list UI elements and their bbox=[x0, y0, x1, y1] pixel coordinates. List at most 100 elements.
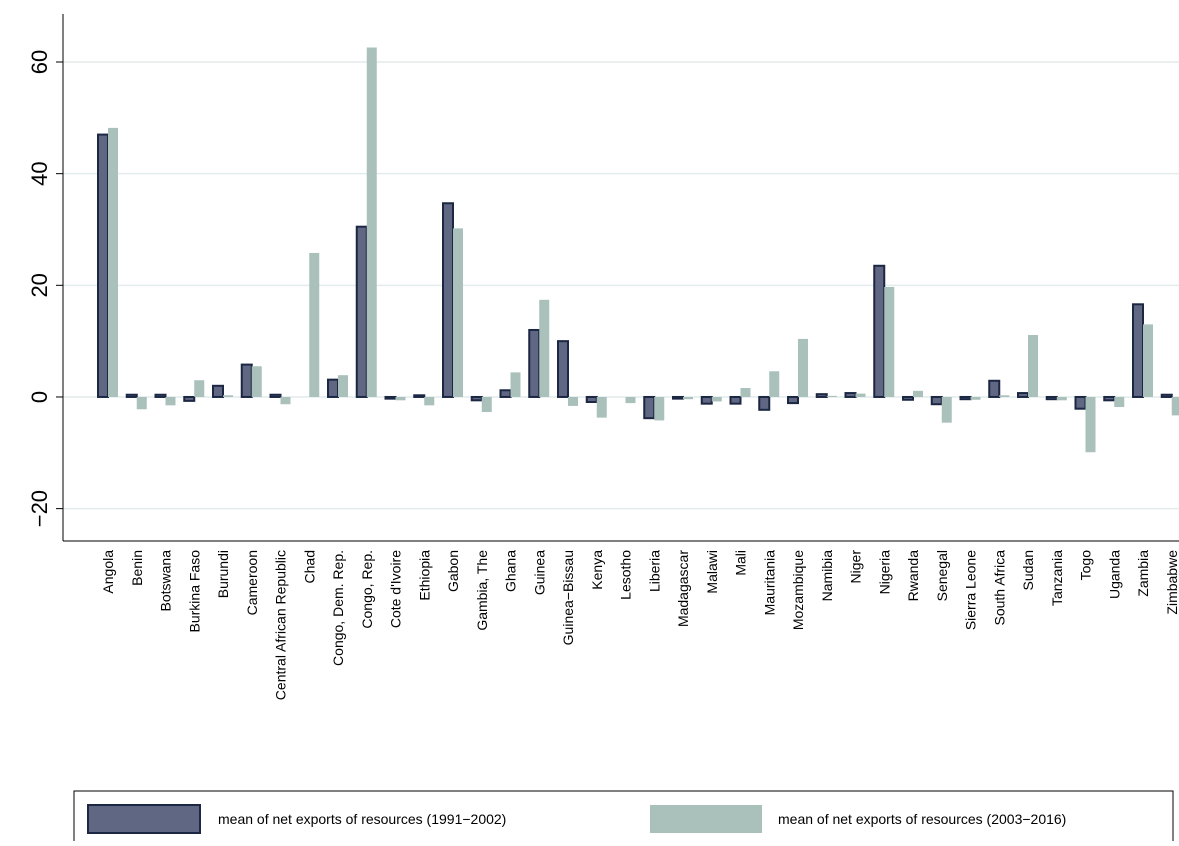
bar bbox=[568, 396, 578, 406]
bar bbox=[338, 375, 348, 397]
bar bbox=[787, 395, 799, 405]
bar bbox=[941, 396, 952, 423]
bar bbox=[1132, 303, 1144, 398]
bar bbox=[499, 389, 512, 398]
x-tick-label: Zimbabwe bbox=[1164, 550, 1179, 615]
bar bbox=[902, 395, 914, 401]
x-tick-label: Togo bbox=[1078, 550, 1094, 581]
x-tick-label: South Africa bbox=[991, 550, 1007, 626]
bar bbox=[625, 396, 636, 404]
bar bbox=[442, 202, 454, 398]
bar bbox=[240, 363, 253, 398]
bar bbox=[826, 395, 837, 397]
bar bbox=[1074, 395, 1087, 410]
y-tick-label: 60 bbox=[27, 50, 52, 74]
bar bbox=[700, 395, 713, 405]
bar bbox=[280, 396, 291, 405]
bar bbox=[844, 392, 857, 398]
bar bbox=[453, 228, 463, 397]
bar bbox=[740, 388, 751, 397]
legend-swatch bbox=[650, 805, 762, 833]
bar bbox=[855, 393, 866, 397]
bar bbox=[769, 371, 780, 397]
legend-swatch bbox=[87, 804, 201, 834]
bar bbox=[355, 225, 368, 398]
bar bbox=[413, 394, 426, 398]
bar bbox=[1114, 396, 1125, 408]
x-tick-label: Liberia bbox=[646, 550, 662, 592]
bar bbox=[913, 390, 923, 397]
bar bbox=[1017, 392, 1029, 398]
bar bbox=[470, 395, 483, 402]
bar bbox=[959, 395, 972, 401]
bar bbox=[327, 378, 339, 398]
bar bbox=[183, 395, 196, 402]
x-tick-label: Namibia bbox=[819, 550, 835, 602]
bar bbox=[251, 366, 262, 397]
x-tick-label: Cote d'Ivoire bbox=[388, 550, 404, 628]
bar bbox=[108, 127, 118, 397]
legend-label: mean of net exports of resources (2003−2… bbox=[778, 811, 1066, 827]
x-tick-label: Kenya bbox=[589, 550, 605, 590]
bar bbox=[643, 395, 656, 420]
bar bbox=[557, 340, 569, 398]
y-tick-label: −20 bbox=[27, 490, 52, 527]
bar bbox=[1103, 395, 1116, 402]
bar bbox=[711, 396, 722, 402]
x-tick-label: Chad bbox=[301, 550, 317, 583]
x-tick-label: Mali bbox=[733, 550, 749, 576]
bar bbox=[1171, 396, 1179, 416]
bar bbox=[395, 396, 406, 401]
x-tick-label: Sudan bbox=[1020, 550, 1036, 590]
x-tick-label: Uganda bbox=[1106, 550, 1122, 599]
x-tick-label: Senegal bbox=[934, 550, 950, 601]
y-tick-label: 40 bbox=[27, 161, 52, 185]
x-tick-label: Malawi bbox=[704, 550, 720, 594]
x-tick-label: Nigeria bbox=[876, 550, 892, 595]
bar bbox=[930, 395, 943, 406]
x-tick-label: Niger bbox=[848, 550, 864, 584]
x-tick-label: Botswana bbox=[158, 550, 174, 612]
bar bbox=[654, 396, 665, 421]
bar bbox=[596, 396, 607, 418]
bar bbox=[223, 395, 233, 397]
bar bbox=[873, 264, 886, 398]
x-tick-label: Burundi bbox=[215, 550, 231, 598]
x-tick-label: Zambia bbox=[1135, 550, 1151, 597]
y-tick-label: 20 bbox=[27, 273, 52, 297]
x-tick-label: Ghana bbox=[503, 550, 519, 592]
x-tick-label: Guinea bbox=[531, 550, 547, 595]
bar bbox=[683, 396, 693, 400]
x-tick-label: Mauritania bbox=[761, 550, 777, 616]
y-tick-label: 0 bbox=[27, 391, 52, 403]
bar bbox=[481, 396, 492, 413]
bar bbox=[1045, 395, 1058, 401]
bar bbox=[154, 393, 167, 398]
x-tick-label: Gabon bbox=[445, 550, 461, 592]
bar bbox=[136, 396, 147, 410]
bar bbox=[1028, 335, 1038, 397]
bar bbox=[1160, 393, 1173, 398]
x-tick-label: Guinea−Bissau bbox=[560, 550, 576, 645]
x-tick-label: Mozambique bbox=[790, 550, 806, 630]
bar bbox=[539, 299, 550, 397]
x-tick-label: Central African Republic bbox=[273, 550, 289, 700]
bar bbox=[672, 395, 684, 400]
bar bbox=[884, 286, 895, 397]
bar bbox=[510, 372, 521, 397]
bar bbox=[212, 384, 224, 398]
bar bbox=[1056, 396, 1067, 401]
x-tick-label: Congo, Rep. bbox=[359, 550, 375, 629]
bar bbox=[269, 393, 282, 398]
x-tick-label: Burkina Faso bbox=[186, 550, 202, 633]
x-tick-label: Ethiopia bbox=[416, 550, 432, 601]
bar bbox=[97, 133, 109, 398]
bar bbox=[384, 395, 397, 400]
bar bbox=[729, 395, 742, 405]
bar bbox=[165, 396, 176, 406]
bar bbox=[988, 379, 1001, 398]
legend-label: mean of net exports of resources (1991−2… bbox=[218, 811, 506, 827]
bar bbox=[528, 328, 541, 398]
bar bbox=[1085, 396, 1096, 453]
